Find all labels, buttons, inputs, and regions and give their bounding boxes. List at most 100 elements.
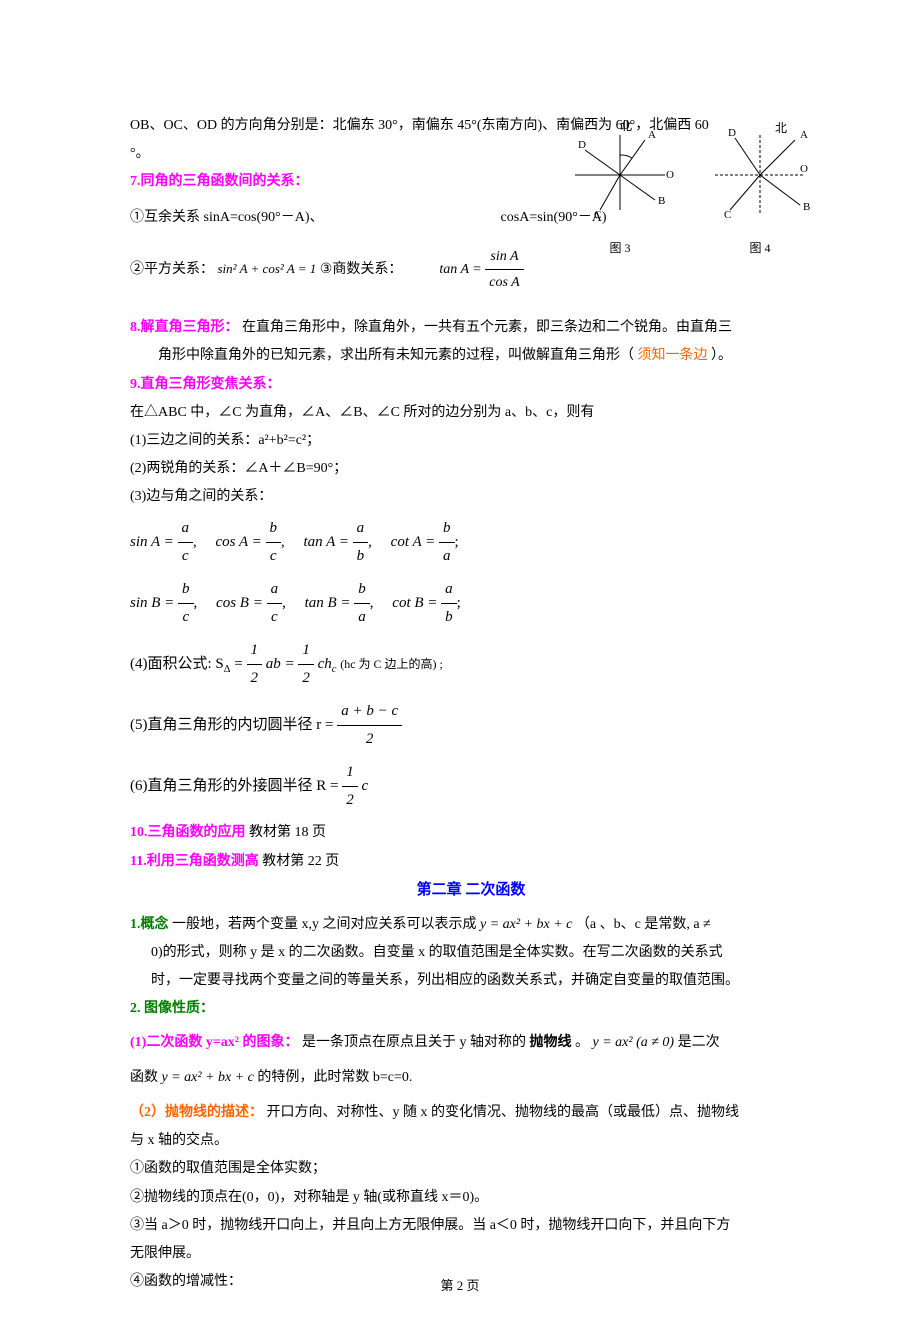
c2s1-body2: （a 、b、c 是常数, a ≠ (576, 917, 711, 932)
svg-text:A: A (648, 129, 656, 141)
svg-text:C: C (594, 209, 601, 221)
svg-text:B: B (658, 195, 665, 207)
item4-n2: 1 (298, 637, 314, 665)
item6-prefix: (6)直角三角形的外接圆半径 R = (130, 778, 342, 794)
cotB-num: a (441, 576, 457, 604)
c2s21-body4-prefix: 函数 (130, 1070, 162, 1085)
cosB: cos B = (216, 595, 263, 611)
cosA: cos A = (216, 534, 262, 550)
diagram-container: 北 A B C D O 图 3 北 A B (560, 120, 820, 259)
s9-title: 9.直角三角形变焦关系： (130, 372, 812, 397)
c2s22-title: （2）抛物线的描述： (130, 1105, 263, 1120)
item4-suffix: (hc 为 C 边上的高) ; (340, 657, 443, 671)
tan-formula-prefix: tan A = (439, 262, 481, 277)
sinB: sin B = (130, 595, 174, 611)
c2s22-body2: 与 x 轴的交点。 (130, 1128, 812, 1153)
s10-title: 10.三角函数的应用 (130, 825, 246, 840)
cotB: cot B = (392, 595, 437, 611)
item5-num: a + b − c (337, 698, 402, 726)
fig4-label: 图 4 (700, 238, 820, 260)
s9-item6: (6)直角三角形的外接圆半径 R = 12 c (130, 759, 812, 814)
item4-mid1: ab = (266, 656, 299, 672)
tanB: tan B = (305, 595, 351, 611)
sinB-num: b (178, 576, 194, 604)
s8-body3: ）。 (711, 348, 732, 363)
compass-diagram-3: 北 A B C D O (560, 120, 680, 230)
formula-row-a: sin A = ac, cos A = bc, tan A = ab, cot … (130, 515, 812, 570)
formula-row-b: sin B = bc, cos B = ac, tan B = ba, cot … (130, 576, 812, 631)
c2s1-title: 1.概念 (130, 917, 169, 932)
tan-den: cos A (485, 270, 523, 295)
sinA-num: a (178, 515, 194, 543)
sinA: sin A = (130, 534, 174, 550)
c2s22-item3b: 无限伸展。 (130, 1241, 812, 1266)
c2s21-title: (1)二次函数 y=ax² 的图象： (130, 1035, 299, 1050)
c2s21-bold: 抛物线 (530, 1035, 572, 1050)
s9-item4: (4)面积公式: SΔ = 12 ab = 12 chc (hc 为 C 边上的… (130, 637, 812, 692)
chapter2-title: 第二章 二次函数 (130, 877, 812, 904)
figure-3: 北 A B C D O 图 3 (560, 120, 680, 259)
cosB-num: a (267, 576, 283, 604)
sinA-den: c (178, 543, 194, 570)
s11-title: 11.利用三角函数测高 (130, 854, 259, 869)
item6-suffix: c (361, 778, 368, 794)
svg-text:A: A (800, 129, 808, 141)
item4-d1: 2 (247, 665, 263, 692)
fig3-label: 图 3 (560, 238, 680, 260)
item4-n1: 1 (247, 637, 263, 665)
item4-prefix: (4)面积公式: S (130, 656, 224, 672)
c2s22-body: 开口方向、对称性、y 随 x 的变化情况、抛物线的最高（或最低）点、抛物线 (267, 1105, 740, 1120)
s11-suffix: 教材第 22 页 (262, 854, 339, 869)
cotB-den: b (441, 604, 457, 631)
s8-title: 8.解直角三角形： (130, 320, 239, 335)
cotA-num: b (439, 515, 455, 543)
c2s1-body1: 一般地，若两个变量 x,y 之间对应关系可以表示成 (172, 917, 480, 932)
svg-text:北: 北 (775, 121, 787, 135)
figure-4: 北 A B C D O 图 4 (700, 120, 820, 259)
cosB-den: c (267, 604, 283, 631)
c2s21-body2: 。 (575, 1035, 589, 1050)
svg-text:O: O (666, 169, 674, 181)
cosA-den: c (266, 543, 282, 570)
tanA-den: b (353, 543, 369, 570)
svg-text:O: O (800, 163, 808, 175)
item4-sub: Δ (224, 664, 231, 675)
svg-text:北: 北 (620, 120, 632, 133)
sinB-den: c (178, 604, 194, 631)
tanB-den: a (354, 604, 370, 631)
tanB-num: b (354, 576, 370, 604)
item4-sub2: c (332, 664, 337, 675)
s8-body2: 角形中除直角外的已知元素，求出所有未知元素的过程，叫做解直角三角形（ (158, 348, 634, 363)
c2s21-formula2: y = ax² + bx + c (162, 1070, 254, 1085)
c2s21-body3: 是二次 (678, 1035, 720, 1050)
page-footer: 第 2 页 (0, 1274, 920, 1297)
s8-body: 在直角三角形中，除直角外，一共有五个元素，即三条边和二个锐角。由直角三 (242, 320, 732, 335)
c2s22-item3: ③当 a＞0 时，抛物线开口向上，并且向上方无限伸展。当 a＜0 时，抛物线开口… (130, 1213, 812, 1238)
s7-formula: sin² A + cos² A = 1 (218, 261, 317, 276)
tanA-num: a (353, 515, 369, 543)
c2s1-body4: 时，一定要寻找两个变量之间的等量关系，列出相应的函数关系式，并确定自变量的取值范… (130, 968, 812, 993)
s9-line1: 在△ABC 中，∠C 为直角，∠A、∠B、∠C 所对的边分别为 a、b、c，则有 (130, 400, 812, 425)
s7-item2-suffix: ③商数关系： (320, 262, 403, 277)
c2s2-title: 2. 图像性质： (130, 996, 812, 1021)
item4-mid2: ch (318, 656, 332, 672)
cotA-den: a (439, 543, 455, 570)
svg-text:D: D (578, 139, 586, 151)
s9-item2: (2)两锐角的关系：∠A＋∠B=90°； (130, 456, 812, 481)
tanA: tan A = (304, 534, 349, 550)
c2s1-body3: 0)的形式，则称 y 是 x 的二次函数。自变量 x 的取值范围是全体实数。在写… (130, 940, 812, 965)
s9-item1: (1)三边之间的关系：a²+b²=c²； (130, 428, 812, 453)
svg-text:C: C (724, 209, 731, 221)
s7-item1: ①互余关系 sinA=cos(90°－A)、 (130, 210, 324, 225)
c2s22-item2: ②抛物线的顶点在(0，0)，对称轴是 y 轴(或称直线 x＝0)。 (130, 1185, 812, 1210)
cotA: cot A = (391, 534, 436, 550)
item5-den: 2 (337, 726, 402, 753)
c2s21-body4-suffix: 的特例，此时常数 b=c=0. (257, 1070, 412, 1085)
c2s22-item1: ①函数的取值范围是全体实数； (130, 1156, 812, 1181)
s8-suffix: 须知一条边 (638, 348, 708, 363)
c2s21-body1: 是一条顶点在原点且关于 y 轴对称的 (302, 1035, 526, 1050)
s9-item5: (5)直角三角形的内切圆半径 r = a + b − c2 (130, 698, 812, 753)
svg-text:B: B (803, 201, 810, 213)
compass-diagram-4: 北 A B C D O (700, 120, 820, 230)
s10-suffix: 教材第 18 页 (249, 825, 326, 840)
